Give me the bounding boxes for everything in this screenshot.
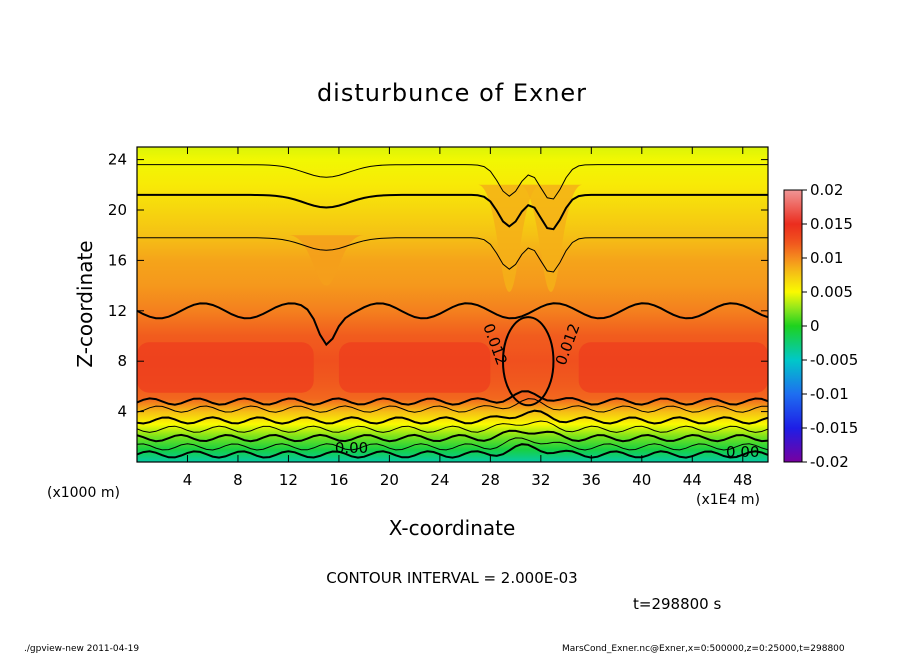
y-axis-label: Z-coordinate [73,240,97,367]
x-axis-label: X-coordinate [389,516,516,540]
chart-title: disturbunce of Exner [317,79,587,107]
high-core [137,342,314,393]
contour-line [137,429,768,443]
x-tick-label: 12 [279,471,298,489]
contour-line [137,437,768,451]
colorbar-ticks: 0.02 0.015 0.01 0.005 0 -0.005 -0.01 -0.015 -0.0… [802,181,858,471]
contour-line-0.012 [137,302,768,347]
x-tick-label: 36 [582,471,601,489]
colorbar-tick-label: -0.02 [810,453,849,471]
x-tick-label: 48 [733,471,752,489]
exner-field [137,147,768,462]
colorbar-tick-label: -0.01 [810,385,849,403]
colorbar-tick-label: -0.005 [810,351,858,369]
contour-line [137,237,768,273]
x-tick-label: 28 [481,471,500,489]
y-axis-ticks: 4 8 12 16 20 24 [108,151,768,421]
footer-right: MarsCond_Exner.nc@Exner,x=0:500000,z=0:2… [562,644,845,654]
colorbar: 0.02 0.015 0.01 0.005 0 -0.005 -0.01 -0.015 -0.0… [783,181,858,471]
field-features [137,184,768,393]
y-tick-label: 20 [108,201,127,219]
colorbar-tick-label: -0.015 [810,419,858,437]
x-tick-label: 16 [329,471,348,489]
colorbar-tick-label: 0.02 [810,181,843,199]
footer-left: ./gpview-new 2011-04-19 [24,644,139,654]
contour-line [137,164,768,200]
y-tick-label: 24 [108,151,127,169]
y-tick-label: 12 [108,302,127,320]
y-tick-label: 8 [117,352,127,370]
central-cell [501,316,555,407]
colorbar-scale [784,190,802,462]
colorbar-frame [783,189,803,463]
time-note: t=298800 s [633,595,721,613]
y-axis-unit: (x1000 m) [47,485,120,501]
contour-label: 0.00 [726,443,759,461]
contour-line [137,409,768,425]
contour-lines [137,164,768,459]
plot-frame [136,146,769,463]
colorbar-tick-label: 0.015 [810,215,853,233]
colorbar-tick-label: 0 [810,317,820,335]
contour-interval-note: CONTOUR INTERVAL = 2.000E-03 [326,569,577,587]
x-tick-label: 4 [183,471,193,489]
high-core [578,342,768,393]
x-tick-label: 44 [683,471,702,489]
colorbar-tick-label: 0.005 [810,283,853,301]
field-dip [288,235,365,286]
colorbar-tick-label: 0.01 [810,249,843,267]
x-axis-ticks: 4 8 12 16 20 24 28 32 36 40 44 48 [183,147,752,489]
contour-line [137,398,768,413]
x-tick-label: 40 [632,471,651,489]
contour-line [137,420,768,433]
x-tick-label: 20 [380,471,399,489]
y-tick-label: 4 [117,403,127,421]
y-tick-label: 16 [108,251,127,269]
x-tick-label: 8 [233,471,243,489]
field-dip [477,184,541,292]
high-core [338,342,491,393]
contour-line [137,390,768,406]
contour-label: 0.00 [335,439,368,457]
x-axis-unit: (x1E4 m) [696,492,760,508]
contour-line [137,193,768,231]
x-tick-label: 24 [430,471,449,489]
contour-line [137,443,768,459]
field-dip [519,184,583,292]
x-tick-label: 32 [531,471,550,489]
